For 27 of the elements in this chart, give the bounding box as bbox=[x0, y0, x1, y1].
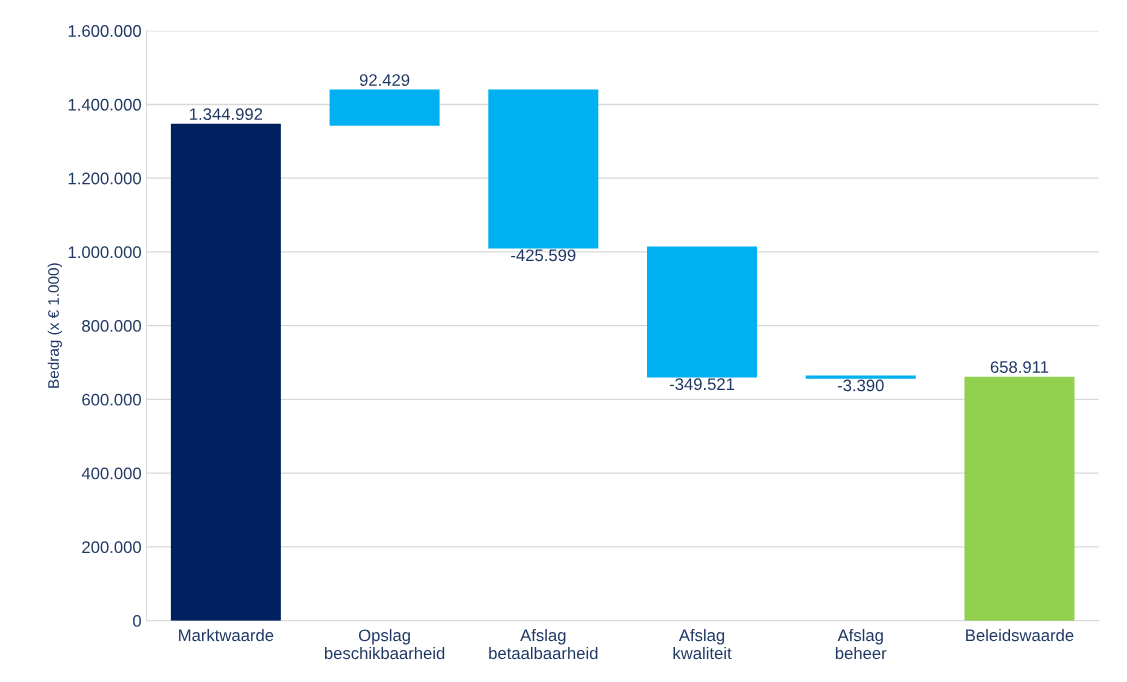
bar bbox=[170, 123, 281, 621]
data-label: 658.911 bbox=[990, 361, 1049, 373]
x-tick-label: Afslag beheer bbox=[835, 628, 887, 660]
y-tick-label: 1.600.000 bbox=[68, 25, 141, 37]
data-label: -3.390 bbox=[837, 379, 884, 392]
bar bbox=[329, 89, 440, 126]
data-label: -349.521 bbox=[669, 378, 735, 391]
y-tick-label: 400.000 bbox=[81, 467, 141, 480]
y-tick-label: 1.400.000 bbox=[68, 98, 141, 111]
data-label: 92.429 bbox=[359, 74, 410, 86]
bar bbox=[964, 376, 1075, 621]
y-tick-label: 1.000.000 bbox=[68, 246, 141, 259]
y-tick-label: 800.000 bbox=[82, 320, 141, 332]
x-tick-label: Marktwaarde bbox=[179, 628, 274, 642]
data-label: 1.344.992 bbox=[190, 108, 263, 121]
x-tick-label: Afslag kwaliteit bbox=[673, 628, 732, 660]
y-tick-label: 0 bbox=[133, 615, 141, 627]
x-tick-label: Beleidswaarde bbox=[966, 628, 1074, 642]
y-tick-label: 1.200.000 bbox=[68, 172, 141, 185]
x-tick-label: Opslag beschikbaarheid bbox=[324, 628, 445, 660]
bar bbox=[647, 246, 758, 378]
bar bbox=[488, 89, 599, 249]
y-tick-label: 600.000 bbox=[82, 393, 141, 406]
y-axis-title: Bedrag (x € 1.000) bbox=[47, 263, 62, 388]
x-tick-label: Afslag betaalbaarheid bbox=[489, 628, 598, 660]
data-label: -425.599 bbox=[511, 249, 576, 262]
y-tick-label: 200.000 bbox=[82, 541, 141, 554]
